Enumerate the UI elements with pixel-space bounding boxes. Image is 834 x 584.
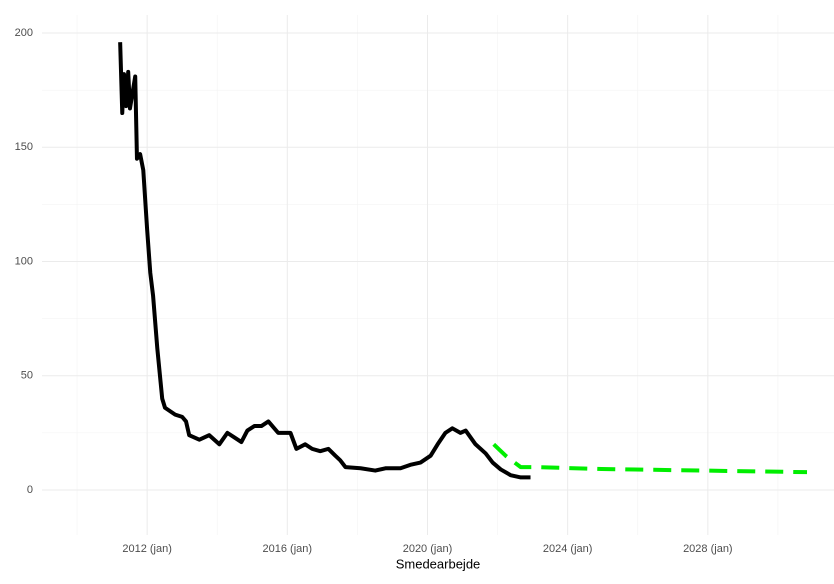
x-tick-label: 2012 (jan) bbox=[122, 543, 172, 555]
x-tick-label: 2016 (jan) bbox=[263, 543, 313, 555]
y-tick-label: 100 bbox=[15, 255, 33, 267]
x-tick-label: 2024 (jan) bbox=[543, 543, 593, 555]
y-tick-label: 200 bbox=[15, 27, 33, 39]
y-tick-label: 0 bbox=[27, 484, 33, 496]
x-axis-label: Smedearbejde bbox=[396, 556, 481, 571]
y-tick-label: 50 bbox=[21, 370, 33, 382]
x-tick-label: 2020 (jan) bbox=[403, 543, 453, 555]
series-line bbox=[492, 442, 808, 475]
series-line bbox=[118, 42, 531, 480]
x-tick-label: 2028 (jan) bbox=[683, 543, 733, 555]
y-tick-label: 150 bbox=[15, 141, 33, 153]
